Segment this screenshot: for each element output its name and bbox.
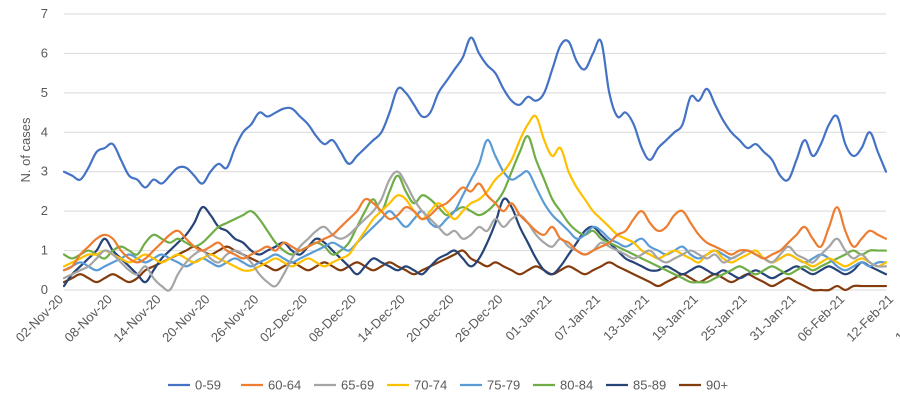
x-tick-label: 07-Jan-21	[551, 292, 603, 344]
x-tick-label: 08-Dec-20	[306, 292, 360, 346]
legend-label: 75-79	[487, 378, 520, 393]
y-tick-label: 5	[41, 85, 48, 100]
x-tick-label: 01-Jan-21	[502, 292, 554, 344]
legend-label: 60-64	[268, 378, 301, 393]
series-line-0-59	[62, 36, 888, 189]
x-tick-label: 14-Nov-20	[110, 292, 164, 346]
x-tick-label: 02-Nov-20	[13, 292, 67, 346]
x-tick-label: 25-Jan-21	[698, 292, 750, 344]
legend-item-85-89: 85-89	[606, 378, 666, 393]
x-tick-label: 02-Dec-20	[257, 292, 311, 346]
legend-item-65-69: 65-69	[314, 378, 374, 393]
legend-label: 85-89	[633, 378, 666, 393]
series-line-70-74	[62, 114, 888, 272]
legend-item-70-74: 70-74	[387, 378, 447, 393]
legend-label: 65-69	[341, 378, 374, 393]
x-tick-label: 13-Jan-21	[600, 292, 652, 344]
x-tick-label: 20-Nov-20	[159, 292, 213, 346]
x-tick-label: 26-Nov-20	[208, 292, 262, 346]
y-tick-label: 3	[41, 164, 48, 179]
y-axis-ticks: 0 1 2 3 4 5 6 7	[41, 6, 48, 297]
legend-label: 90+	[706, 378, 728, 393]
legend-item-80-84: 80-84	[533, 378, 593, 393]
x-tick-label: 20-Dec-20	[403, 292, 457, 346]
legend-label: 0-59	[195, 378, 221, 393]
x-tick-label: 08-Nov-20	[61, 292, 115, 346]
x-tick-label: 26-Dec-20	[452, 292, 506, 346]
series-line-60-64	[62, 182, 888, 272]
x-tick-label: 31-Jan-21	[747, 292, 799, 344]
legend-item-90plus: 90+	[679, 378, 728, 393]
legend-item-0-59: 0-59	[168, 378, 221, 393]
y-tick-label: 6	[41, 45, 48, 60]
legend-item-60-64: 60-64	[241, 378, 301, 393]
series-line-85-89	[62, 197, 888, 288]
y-axis-label: N. of cases	[18, 117, 33, 183]
legend-label: 70-74	[414, 378, 447, 393]
x-axis-ticks: 02-Nov-2008-Nov-2014-Nov-2020-Nov-2026-N…	[13, 292, 900, 346]
series-lines	[62, 36, 888, 292]
x-tick-label: 19-Jan-21	[649, 292, 701, 344]
x-tick-label: 12-Feb-21	[843, 292, 896, 345]
series-line-80-84	[62, 135, 888, 284]
series-line-90plus	[62, 245, 888, 292]
y-tick-label: 7	[41, 6, 48, 21]
legend: 0-59 60-64 65-69 70-74 75-79 80-84 85-89 90+	[168, 378, 728, 393]
x-tick-label: 06-Feb-21	[794, 292, 847, 345]
x-tick-label: 14-Dec-20	[354, 292, 408, 346]
y-tick-label: 1	[41, 243, 48, 258]
legend-label: 80-84	[560, 378, 593, 393]
y-tick-label: 2	[41, 203, 48, 218]
y-tick-label: 0	[41, 282, 48, 297]
y-tick-label: 4	[41, 124, 48, 139]
legend-item-75-79: 75-79	[460, 378, 520, 393]
